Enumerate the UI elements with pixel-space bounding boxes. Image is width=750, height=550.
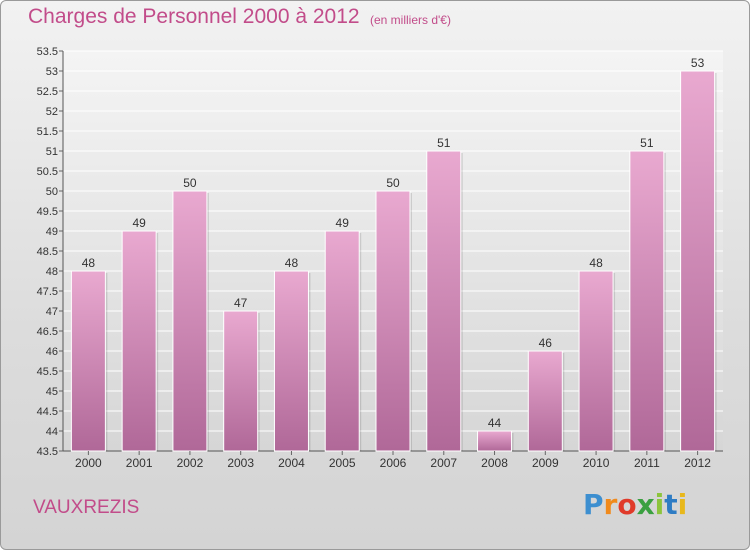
data-label: 46 bbox=[539, 336, 553, 350]
data-label: 49 bbox=[132, 216, 146, 230]
chart-title: Charges de Personnel 2000 à 2012 bbox=[28, 5, 360, 28]
data-label: 51 bbox=[437, 136, 451, 150]
logo-letter: r bbox=[603, 488, 618, 521]
x-tick-label: 2004 bbox=[278, 456, 305, 470]
y-tick-label: 53 bbox=[46, 66, 58, 78]
bar-2003 bbox=[223, 310, 259, 452]
chart-subtitle: (en milliers d'€) bbox=[370, 13, 451, 27]
data-label: 51 bbox=[640, 136, 654, 150]
x-tick-label: 2005 bbox=[329, 456, 356, 470]
y-tick-label: 51 bbox=[46, 146, 58, 158]
x-tick-label: 2006 bbox=[380, 456, 407, 470]
data-label: 49 bbox=[336, 216, 350, 230]
x-tick-label: 2009 bbox=[532, 456, 559, 470]
x-tick-label: 2002 bbox=[177, 456, 204, 470]
bar-2002 bbox=[172, 190, 208, 452]
y-tick-label: 52.5 bbox=[37, 86, 58, 98]
logo-letter: o bbox=[617, 488, 637, 521]
logo-letter: i bbox=[654, 488, 665, 521]
y-tick-label: 48.5 bbox=[37, 246, 58, 258]
data-label: 48 bbox=[82, 256, 96, 270]
x-tick-label: 2011 bbox=[634, 456, 660, 470]
proxiti-logo: Proxiti bbox=[583, 488, 687, 521]
y-tick-label: 45 bbox=[46, 386, 58, 398]
logo-letter: x bbox=[636, 488, 655, 521]
y-tick-label: 46.5 bbox=[37, 326, 58, 338]
x-tick-label: 2001 bbox=[126, 456, 153, 470]
logo-letter: t bbox=[664, 488, 678, 521]
bar-2007 bbox=[426, 150, 462, 452]
data-label: 50 bbox=[183, 176, 197, 190]
data-label: 44 bbox=[488, 416, 502, 430]
bar-2001 bbox=[121, 230, 157, 452]
x-tick-label: 2007 bbox=[430, 456, 457, 470]
data-label: 48 bbox=[589, 256, 603, 270]
data-label: 47 bbox=[234, 296, 248, 310]
data-label: 50 bbox=[386, 176, 400, 190]
y-tick-label: 43.5 bbox=[37, 446, 58, 458]
y-tick-label: 44 bbox=[46, 426, 58, 438]
bar-2012 bbox=[680, 70, 716, 452]
bar-2006 bbox=[375, 190, 411, 452]
y-tick-label: 50 bbox=[46, 186, 58, 198]
y-tick-label: 48 bbox=[46, 266, 58, 278]
data-label: 53 bbox=[691, 56, 705, 70]
y-tick-label: 47.5 bbox=[37, 286, 58, 298]
y-tick-label: 44.5 bbox=[37, 406, 58, 418]
y-tick-label: 45.5 bbox=[37, 366, 58, 378]
y-tick-label: 51.5 bbox=[37, 126, 58, 138]
logo-letter: i bbox=[677, 488, 688, 521]
bar-2005 bbox=[324, 230, 360, 452]
bar-2009 bbox=[527, 350, 563, 452]
data-label: 48 bbox=[285, 256, 299, 270]
x-tick-label: 2008 bbox=[481, 456, 508, 470]
bar-2000 bbox=[70, 270, 106, 452]
y-tick-label: 47 bbox=[46, 306, 58, 318]
x-tick-label: 2003 bbox=[227, 456, 254, 470]
bar-2011 bbox=[629, 150, 665, 452]
bar-2008 bbox=[477, 430, 513, 452]
x-tick-label: 2000 bbox=[75, 456, 102, 470]
bar-2010 bbox=[578, 270, 614, 452]
bar-2004 bbox=[273, 270, 309, 452]
x-tick-label: 2012 bbox=[684, 456, 711, 470]
y-tick-label: 49.5 bbox=[37, 206, 58, 218]
logo-letter: P bbox=[583, 488, 604, 521]
town-name: VAUXREZIS bbox=[33, 497, 140, 518]
y-tick-label: 52 bbox=[46, 106, 58, 118]
y-tick-label: 50.5 bbox=[37, 166, 58, 178]
y-tick-label: 49 bbox=[46, 226, 58, 238]
x-tick-label: 2010 bbox=[583, 456, 610, 470]
y-tick-label: 53.5 bbox=[37, 46, 58, 58]
y-tick-label: 46 bbox=[46, 346, 58, 358]
